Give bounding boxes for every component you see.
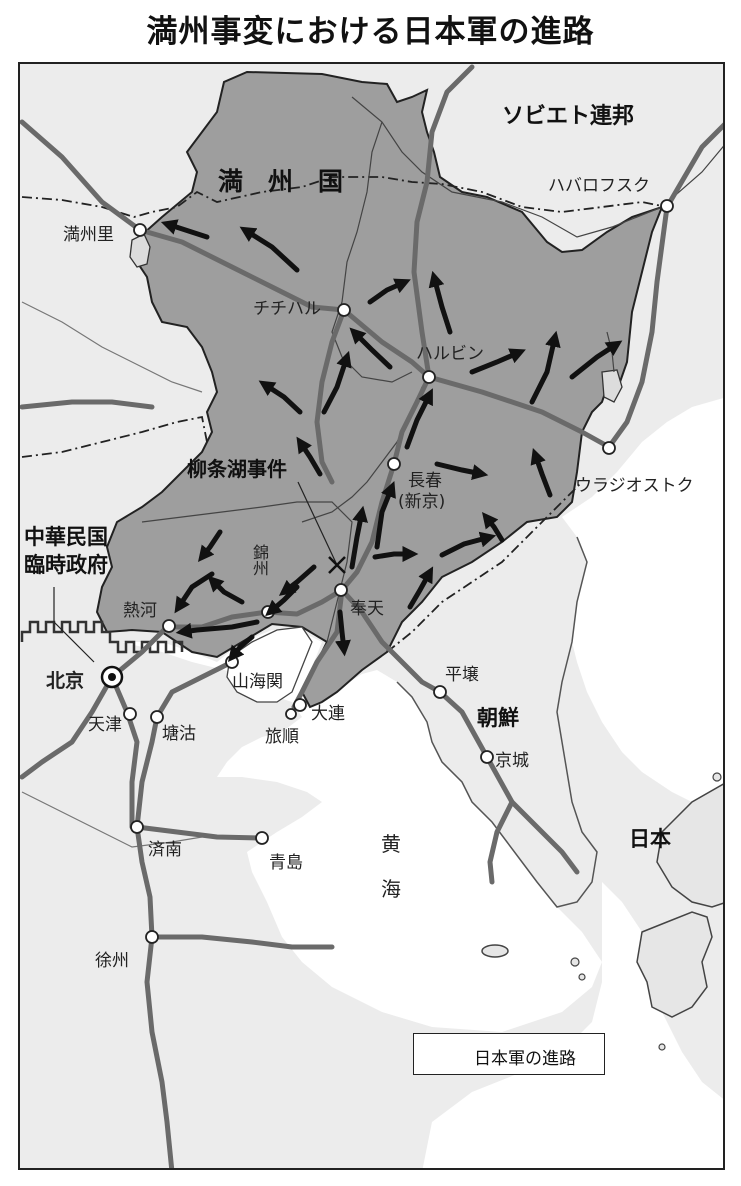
korea-coast [396,536,598,908]
map-title: 満州事変における日本軍の進路 [146,14,595,50]
city-xuzhou: 徐州 [95,951,129,971]
city-harbin: ハルビン [416,344,484,364]
border-korea [386,481,583,653]
river-yellow [21,791,203,848]
roc-pointer-2 [53,621,95,663]
city-vladivostok: ウラジオストク [575,476,694,496]
city-qiqihar: チチハル [253,299,321,319]
city-dalian: 大連 [311,704,345,724]
advance-arrows [160,219,623,662]
beijing-marker-center [108,673,116,681]
tsushima-island [481,944,509,958]
island-small-4 [658,1043,666,1051]
city-keijo: 京城 [495,751,529,771]
region-roc-line1: 中華民国 [24,525,108,549]
river-liao [141,501,353,643]
bohai-bay [226,626,313,703]
city-jinan: 済南 [148,840,182,860]
city-manzhouli: 満州里 [63,225,114,245]
city-pyongyang: 平壌 [445,665,479,685]
sea-of-japan [562,398,723,822]
border-mongolia [21,415,208,458]
japan-honshu [656,783,723,908]
region-soviet-label: ソビエト連邦 [502,104,635,129]
city-changchun-2: (新京) [398,492,446,512]
island-small-3 [712,772,722,782]
east-china-sea [422,882,723,1168]
liutiaohu-pointer [297,481,338,566]
great-wall [20,620,184,654]
river-nen [331,121,413,383]
liutiaohu-x-mark [328,556,346,574]
region-manchukuo-label: 満 州 国 [218,167,344,196]
city-qingdao: 青島 [269,853,303,873]
khanka-lake [601,369,623,403]
region-roc-line2: 臨時政府 [24,553,108,577]
city-khabarovsk: ハバロフスク [548,176,650,196]
city-changchun-1: 長春 [408,471,442,491]
sea-label-2: 海 [381,877,401,901]
city-tianjin: 天津 [88,715,122,735]
island-small-2 [578,973,586,981]
city-jinzhou: 錦州 [250,544,269,576]
city-rehe: 熱河 [123,601,157,621]
island-small-1 [570,957,580,967]
map-canvas [20,64,723,1168]
city-shanhaiguan: 山海関 [232,672,283,692]
hulun-lake [129,233,151,268]
manchukuo-region [95,70,664,709]
city-fengtian: 奉天 [350,599,384,619]
city-markers [123,199,674,944]
border-soviet [21,176,668,218]
event-liutiaohu-label: 柳条湖事件 [187,457,287,481]
region-korea-label: 朝鮮 [477,706,519,730]
japan-kyushu [636,911,713,1018]
sea-label-1: 黄 [381,832,401,856]
legend-label: 日本軍の進路 [474,1049,576,1069]
city-lushun: 旅順 [265,727,299,747]
yellow-sea [122,630,602,1032]
city-beijing: 北京 [46,670,85,692]
region-japan-label: 日本 [629,827,671,851]
map-frame: 日本軍の進路 [18,62,725,1170]
river-northwest [21,301,203,393]
legend: 日本軍の進路 [413,1033,605,1075]
city-tanggu: 塘沽 [162,724,196,744]
